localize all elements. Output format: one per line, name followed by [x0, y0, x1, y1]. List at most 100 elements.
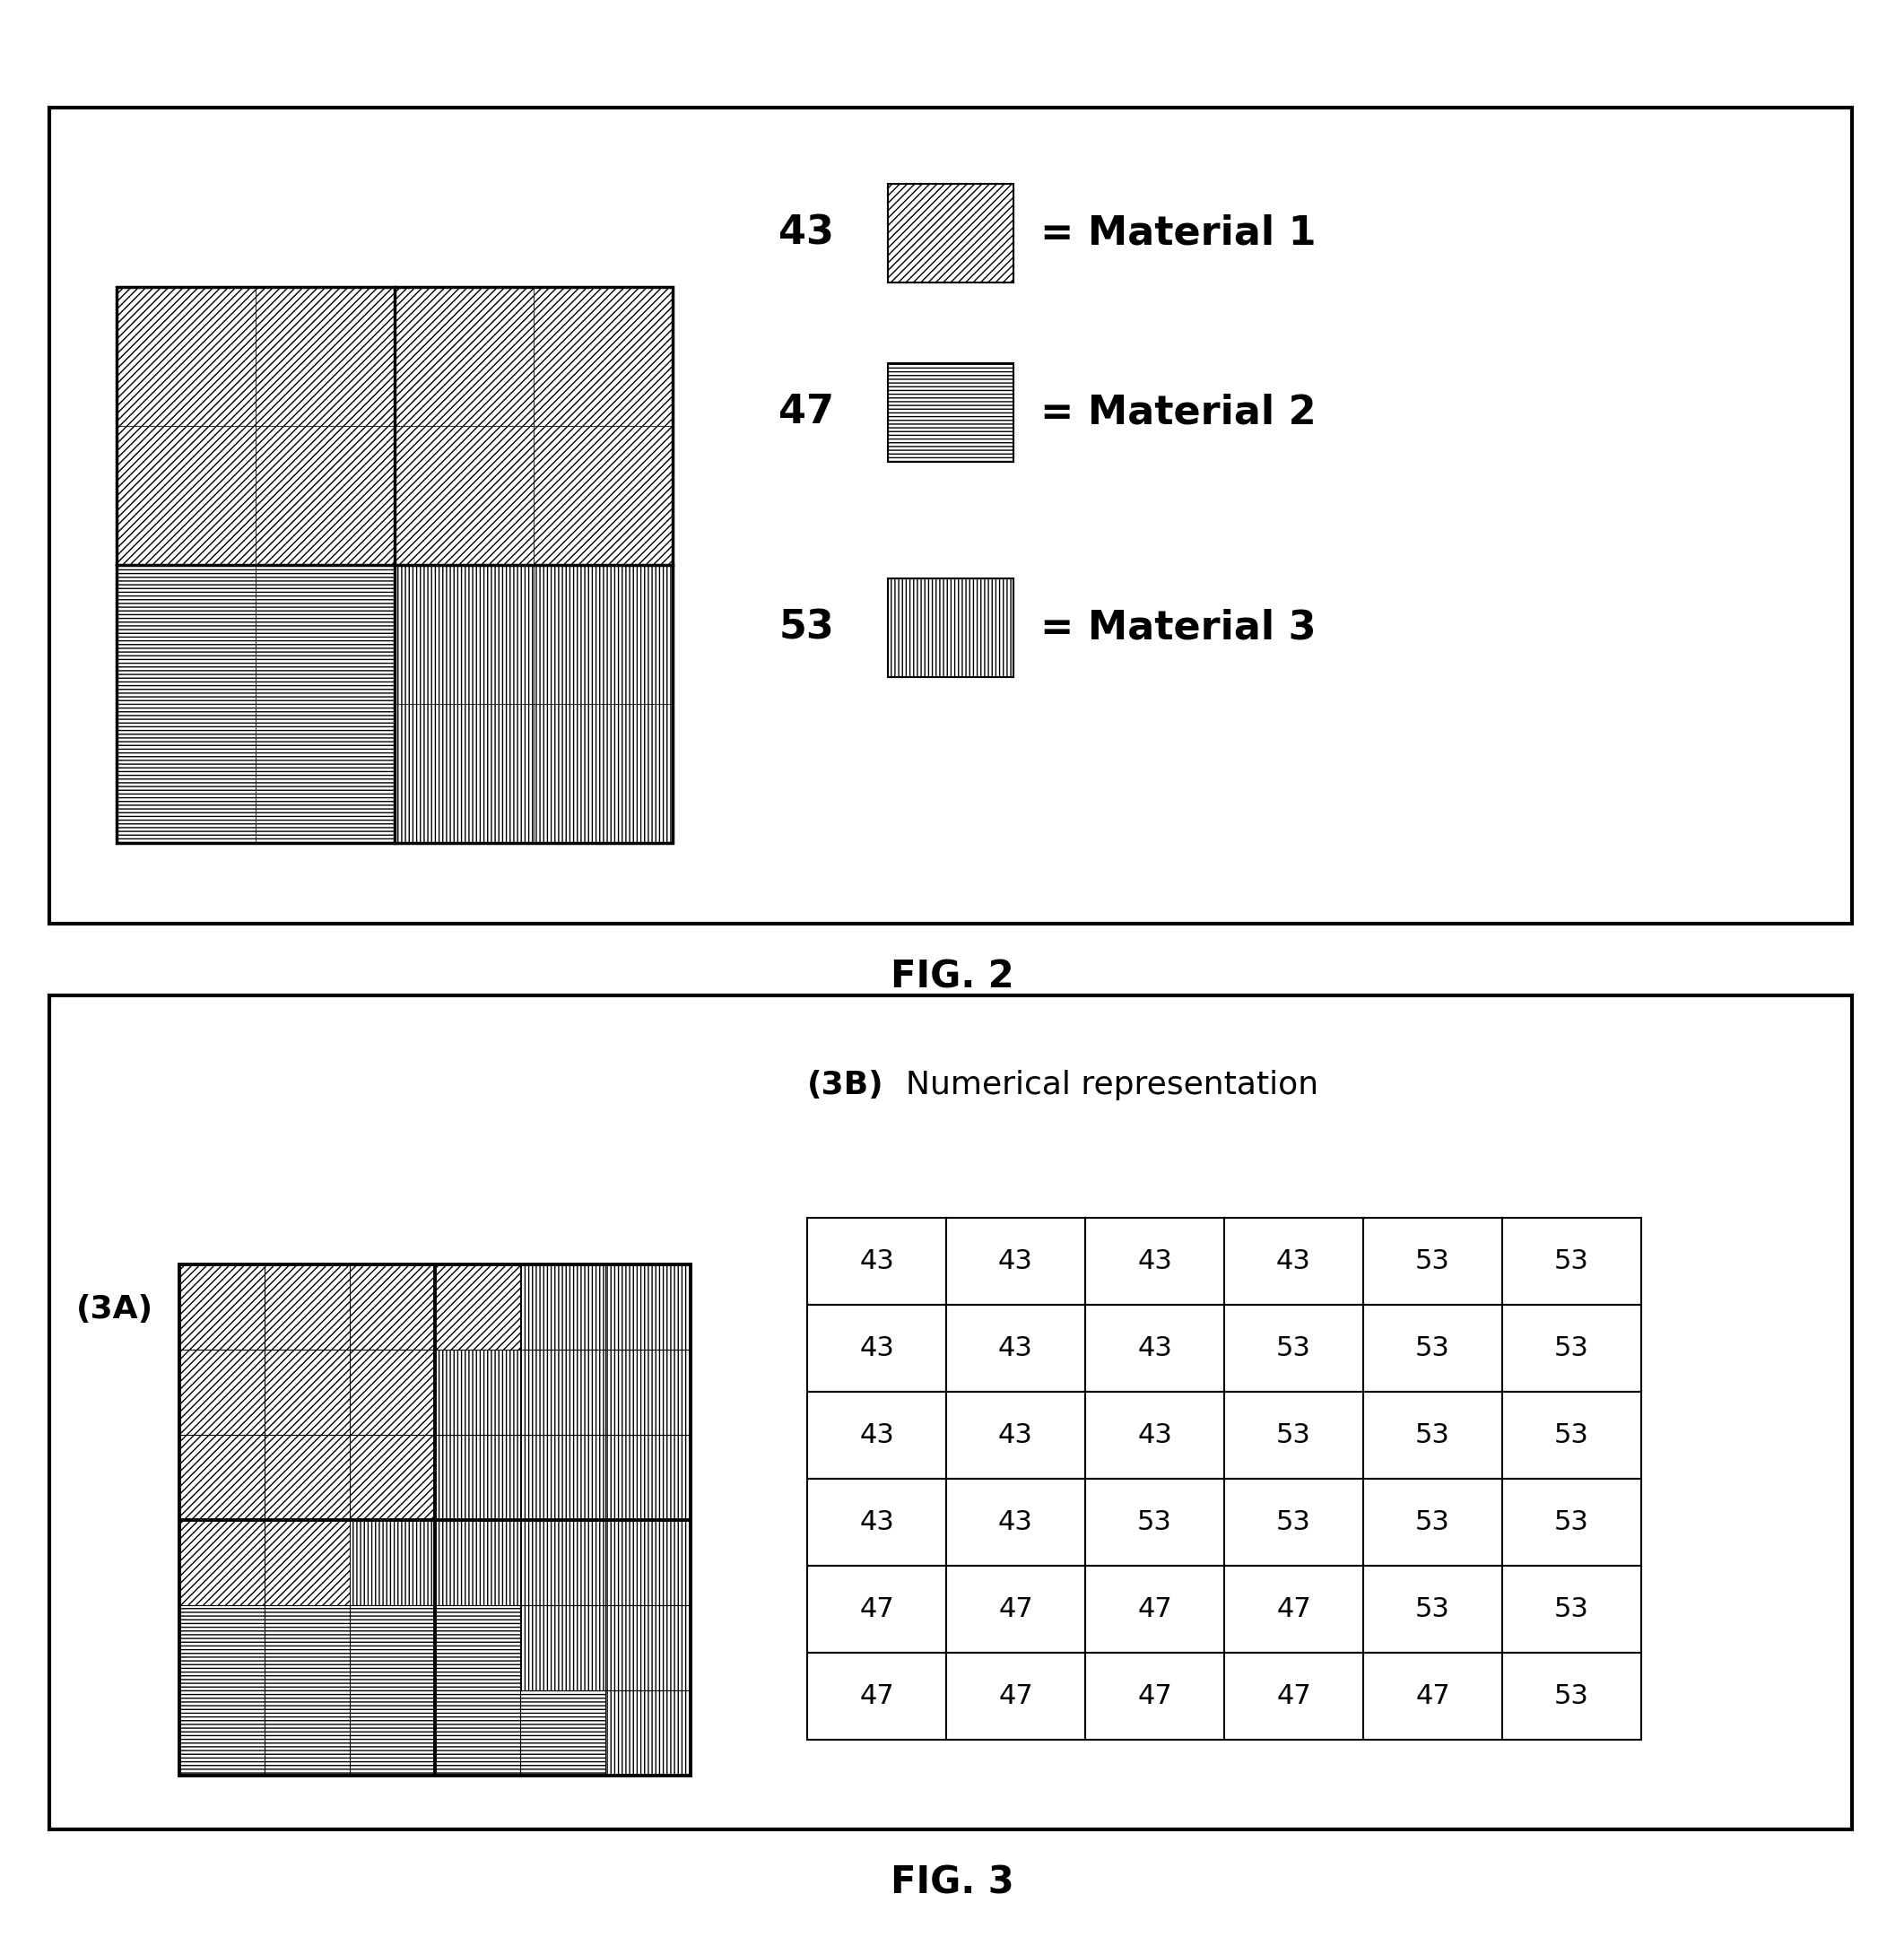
- Bar: [350, 1435, 434, 1521]
- Bar: [265, 1265, 350, 1350]
- Bar: [116, 287, 672, 843]
- Bar: [605, 1521, 691, 1606]
- Text: 43: 43: [1137, 1335, 1173, 1362]
- Bar: [1363, 1218, 1502, 1306]
- Bar: [116, 566, 255, 703]
- Bar: [1502, 1306, 1641, 1393]
- Bar: [946, 1306, 1085, 1393]
- Bar: [116, 703, 255, 843]
- Text: 43: 43: [859, 1247, 895, 1275]
- Bar: [887, 184, 1013, 283]
- Bar: [350, 1691, 434, 1776]
- Bar: [946, 1478, 1085, 1565]
- Text: = Material 1: = Material 1: [1040, 213, 1316, 252]
- Bar: [434, 1350, 520, 1435]
- Bar: [1085, 1393, 1224, 1478]
- Bar: [265, 1521, 350, 1606]
- Text: 43: 43: [998, 1335, 1034, 1362]
- Text: 53: 53: [1554, 1509, 1590, 1536]
- Bar: [520, 1265, 605, 1350]
- Bar: [434, 1435, 520, 1521]
- Bar: [179, 1691, 265, 1776]
- Text: Numerical representation: Numerical representation: [906, 1069, 1318, 1100]
- Text: 53: 53: [1554, 1335, 1590, 1362]
- Bar: [1502, 1652, 1641, 1739]
- Text: 53: 53: [1554, 1683, 1590, 1708]
- Text: 43: 43: [1276, 1247, 1312, 1275]
- Bar: [1224, 1652, 1363, 1739]
- Bar: [1085, 1218, 1224, 1306]
- Bar: [1502, 1478, 1641, 1565]
- Text: 53: 53: [1415, 1509, 1451, 1536]
- Text: FIG. 3: FIG. 3: [891, 1863, 1013, 1902]
- Bar: [255, 426, 394, 566]
- Bar: [887, 362, 1013, 461]
- Bar: [520, 1691, 605, 1776]
- Bar: [605, 1265, 691, 1350]
- Bar: [1224, 1565, 1363, 1652]
- Bar: [1502, 1565, 1641, 1652]
- Bar: [1363, 1393, 1502, 1478]
- Text: 53: 53: [1415, 1335, 1451, 1362]
- Bar: [50, 996, 1853, 1829]
- Text: 47: 47: [859, 1596, 895, 1623]
- Text: 53: 53: [779, 608, 834, 647]
- Text: 47: 47: [1276, 1596, 1312, 1623]
- Text: 47: 47: [998, 1683, 1034, 1708]
- Bar: [946, 1393, 1085, 1478]
- Text: 53: 53: [1276, 1422, 1312, 1449]
- Text: 43: 43: [998, 1509, 1034, 1536]
- Bar: [807, 1393, 946, 1478]
- Text: 43: 43: [1137, 1422, 1173, 1449]
- Bar: [434, 1265, 520, 1350]
- Bar: [179, 1521, 265, 1606]
- Bar: [520, 1435, 605, 1521]
- Text: 47: 47: [859, 1683, 895, 1708]
- Bar: [434, 1691, 520, 1776]
- Bar: [1224, 1306, 1363, 1393]
- Text: 53: 53: [1276, 1335, 1312, 1362]
- Bar: [179, 1350, 265, 1435]
- Bar: [1224, 1393, 1363, 1478]
- Bar: [265, 1350, 350, 1435]
- Text: 43: 43: [859, 1422, 895, 1449]
- Bar: [1224, 1218, 1363, 1306]
- Bar: [946, 1565, 1085, 1652]
- Bar: [394, 703, 533, 843]
- Bar: [605, 1691, 691, 1776]
- Bar: [255, 703, 394, 843]
- Bar: [807, 1218, 946, 1306]
- Text: 53: 53: [1276, 1509, 1312, 1536]
- Text: 53: 53: [1554, 1247, 1590, 1275]
- Bar: [520, 1521, 605, 1606]
- Bar: [434, 1606, 520, 1691]
- Bar: [1085, 1652, 1224, 1739]
- Bar: [520, 1606, 605, 1691]
- Bar: [807, 1652, 946, 1739]
- Text: 53: 53: [1137, 1509, 1173, 1536]
- Bar: [350, 1350, 434, 1435]
- Text: = Material 2: = Material 2: [1040, 393, 1316, 432]
- Text: 47: 47: [1137, 1596, 1173, 1623]
- Bar: [350, 1521, 434, 1606]
- Bar: [520, 1350, 605, 1435]
- Text: (3A): (3A): [76, 1294, 154, 1325]
- Bar: [605, 1435, 691, 1521]
- Bar: [179, 1606, 265, 1691]
- Bar: [887, 579, 1013, 678]
- Bar: [946, 1652, 1085, 1739]
- Bar: [179, 1435, 265, 1521]
- Bar: [1363, 1306, 1502, 1393]
- Text: 43: 43: [859, 1335, 895, 1362]
- Bar: [350, 1265, 434, 1350]
- Bar: [605, 1350, 691, 1435]
- Text: 43: 43: [1137, 1247, 1173, 1275]
- Bar: [1085, 1565, 1224, 1652]
- Text: = Material 3: = Material 3: [1040, 608, 1316, 647]
- Bar: [255, 287, 394, 426]
- Text: 47: 47: [1137, 1683, 1173, 1708]
- Bar: [887, 579, 1013, 678]
- Bar: [807, 1306, 946, 1393]
- Bar: [394, 287, 533, 426]
- Bar: [116, 287, 255, 426]
